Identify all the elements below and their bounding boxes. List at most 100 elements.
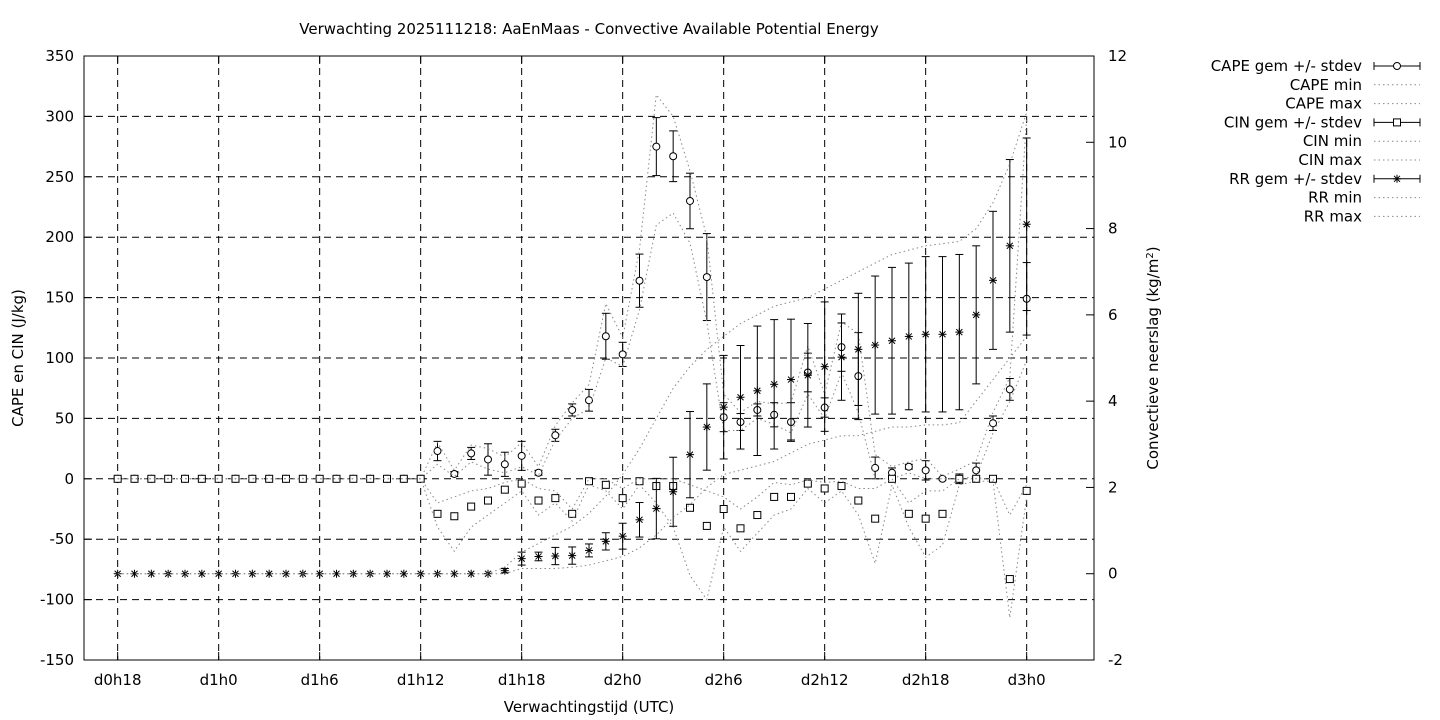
rr-gem-stdev-point [282, 569, 290, 578]
cape-gem-stdev-point [1005, 385, 1014, 394]
cin-gem-stdev-point [433, 509, 442, 518]
cin-gem-stdev-point [803, 479, 812, 488]
cape-gem-stdev-point [702, 273, 711, 282]
y2-tick-label: 6 [1108, 306, 1118, 324]
rr-gem-stdev-point-stroke [535, 553, 542, 560]
rr-gem-stdev-point-stroke [198, 570, 206, 578]
rr-gem-stdev-point [1005, 241, 1014, 250]
x-axis-label: Verwachtingstijd (UTC) [504, 698, 675, 716]
rr-gem-stdev-point-stroke [619, 532, 627, 540]
cape-gem-stdev-point [904, 462, 913, 471]
cin-gem-stdev-point [938, 509, 947, 518]
legend-label: CAPE gem +/- stdev [1211, 57, 1362, 75]
y2-tick-label: 4 [1108, 392, 1118, 410]
cin-gem-stdev-point [568, 509, 577, 518]
rr-gem-stdev-point-stroke [383, 570, 391, 578]
rr-gem-stdev-point [669, 487, 678, 496]
rr-gem-stdev-point-stroke [501, 567, 509, 575]
rr-gem-stdev-point-stroke [349, 570, 357, 578]
rr-gem-stdev-point [736, 393, 745, 402]
rr-gem-stdev-point-stroke [703, 423, 711, 431]
cin-gem-stdev-point [787, 492, 795, 501]
legend-label: CAPE min [1290, 76, 1362, 94]
rr-gem-stdev-point-stroke [838, 353, 845, 361]
x-tick-label: d2h6 [705, 671, 743, 689]
y2-tick-label: -2 [1108, 651, 1123, 669]
x-tick-label: d2h18 [902, 671, 950, 689]
cin-gem-stdev-point [181, 474, 189, 483]
rr-gem-stdev-point-stroke [955, 328, 963, 336]
y2-tick-label: 2 [1108, 478, 1118, 496]
rr-gem-stdev-point [938, 330, 947, 339]
rr-min-line [117, 336, 1028, 575]
cin-gem-stdev-point [601, 480, 610, 489]
rr-gem-stdev-point-stroke [316, 570, 324, 578]
rr-gem-stdev-point [871, 341, 880, 350]
cin-gem-stdev-point [686, 503, 694, 512]
rr-gem-stdev-point [635, 515, 644, 524]
cin-gem-stdev-point [770, 492, 779, 501]
cape-gem-stdev-point [484, 455, 492, 464]
rr-gem-stdev-point-stroke [972, 311, 980, 319]
cin-max-line [117, 478, 1028, 517]
y2-tick-label: 8 [1108, 220, 1118, 238]
cin-gem-stdev-point [484, 496, 492, 505]
rr-gem-stdev-point-stroke [905, 333, 913, 340]
cin-gem-stdev-point [871, 514, 880, 523]
cin-gem-stdev-point [265, 474, 274, 483]
rr-gem-stdev-point-stroke [518, 555, 526, 562]
rr-gem-stdev-point-stroke [720, 403, 728, 411]
rr-gem-stdev-point [113, 569, 122, 578]
cape-gem-stdev-point [585, 396, 593, 405]
rr-gem-stdev-point-stroke [568, 552, 576, 559]
rr-gem-stdev-point [517, 554, 526, 563]
y-tick-label: 350 [45, 47, 74, 65]
rr-gem-stdev-point [652, 504, 661, 513]
rr-gem-stdev-point-stroke [787, 376, 795, 383]
x-tick-label: d2h12 [801, 671, 849, 689]
cin-gem-stdev-point [517, 479, 526, 488]
cin-gem-stdev-point [534, 496, 543, 505]
rr-gem-stdev-point [888, 336, 896, 345]
cin-gem-stdev-point [113, 474, 122, 483]
cape-gem-stdev-point [500, 460, 509, 469]
series [113, 93, 1031, 618]
x-tick-label: d0h18 [94, 671, 142, 689]
rr-gem-stdev-point [955, 328, 964, 337]
cape-gem-stdev-point [450, 469, 459, 478]
legend-label: CAPE max [1285, 95, 1362, 113]
rr-gem-stdev-point [551, 552, 560, 561]
cin-gem-stdev-point [214, 474, 223, 483]
rr-gem-stdev-point-stroke [585, 547, 593, 554]
rr-gem-stdev-point-stroke [652, 505, 660, 512]
cin-gem-stdev-point [820, 484, 829, 493]
y2-axis-label-end: ) [1144, 246, 1162, 252]
rr-gem-stdev-point-stroke [737, 393, 744, 401]
cape-gem-stdev-point [601, 332, 610, 341]
y-tick-label: 250 [45, 168, 74, 186]
y-tick-label: 50 [55, 409, 74, 427]
cin-min-line [117, 478, 1028, 618]
cin-gem-stdev-point [467, 502, 476, 511]
cin-gem-stdev-point [315, 474, 324, 483]
rr-gem-stdev-point [702, 423, 711, 432]
cin-gem-stdev-point [450, 512, 459, 521]
rr-gem-stdev-point [601, 537, 610, 546]
rr-gem-stdev-point-stroke [282, 570, 290, 578]
legend-label: CIN min [1303, 132, 1362, 150]
rr-gem-stdev-point-stroke [636, 516, 643, 524]
legend-sample-marker [1393, 62, 1401, 70]
rr-gem-stdev-point-stroke [871, 341, 879, 349]
y2-axis-label-main: Convectieve neerslag (kg/m [1144, 259, 1162, 470]
cin-gem-stdev-point [854, 496, 863, 505]
x-tick-label: d2h0 [604, 671, 642, 689]
y2-axis-label-sup: 2 [1145, 252, 1156, 258]
cape-gem-stdev-point [551, 431, 560, 440]
y2-tick-label: 12 [1108, 47, 1127, 65]
cape-max-line [117, 93, 1028, 480]
y-tick-label: -150 [40, 651, 74, 669]
cin-gem-stdev-point [1005, 575, 1014, 584]
rr-gem-stdev-point [618, 532, 627, 541]
